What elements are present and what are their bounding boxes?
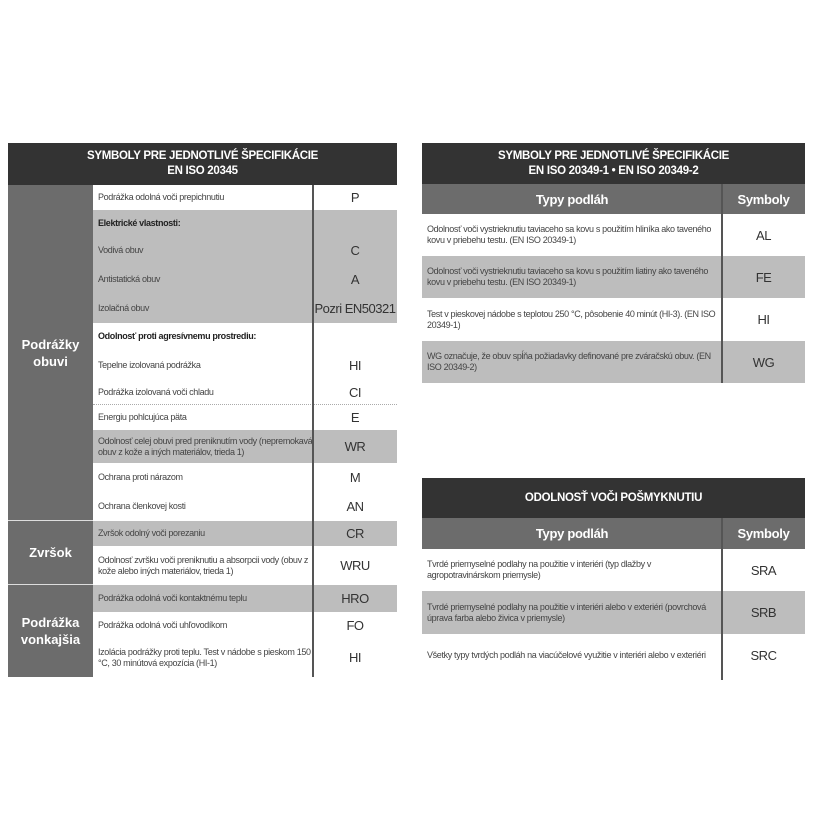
row-symbol: A: [350, 272, 360, 287]
row-description: Odolnosť voči vystrieknutiu taviaceho sa…: [427, 266, 709, 287]
table-row: Tepelne izolovaná podrážka HI: [93, 350, 397, 380]
table-row: WG označuje, že obuv spĺňa požiadavky de…: [422, 341, 805, 383]
row-description: Energiu pohlcujúca päta: [98, 412, 187, 422]
row-symbol: [313, 323, 397, 350]
row-symbol: WRU: [340, 558, 370, 573]
row-symbol: HI: [349, 357, 362, 373]
right-top-divider: [721, 184, 723, 383]
row-symbol: SRB: [750, 605, 777, 620]
row-description: Zvršok odolný voči porezaniu: [98, 528, 205, 538]
row-description: Tvrdé priemyselné podlahy na použitie v …: [427, 559, 652, 580]
row-description: Všetky typy tvrdých podláh na viacúčelov…: [427, 650, 706, 660]
row-symbol: FO: [346, 617, 364, 633]
right-bottom-col-header-symbols: Symboly: [722, 518, 805, 549]
table-row: Tvrdé priemyselné podlahy na použitie v …: [422, 549, 805, 591]
table-row: Podrážka odolná voči kontaktnému teplu HR…: [93, 585, 397, 612]
row-symbol: AL: [756, 227, 771, 243]
table-row: Všetky typy tvrdých podláh na viacúčelov…: [422, 634, 805, 677]
table-row: Podrážka izolovaná voči chladu CI: [93, 380, 397, 405]
row-symbol: HI: [757, 312, 771, 327]
row-description: Podrážka izolovaná voči chladu: [98, 386, 214, 397]
left-table-divider: [312, 185, 314, 677]
table-row: Odolnosť proti agresívnemu prostrediu:: [93, 323, 397, 350]
row-symbol: SRA: [750, 562, 777, 578]
table-row: Ochrana proti nárazom M: [93, 463, 397, 492]
table-row: Izolácia podrážky proti teplu. Test v ná…: [93, 638, 397, 677]
row-description: Podrážka odolná voči uhľovodíkom: [98, 619, 228, 630]
row-description: Ochrana členkovej kosti: [98, 501, 186, 511]
row-description: Test v pieskovej nádobe s teplotou 250 °…: [427, 308, 716, 330]
row-symbol: P: [350, 190, 360, 205]
right-bottom-table-header: ODOLNOSŤ VOČI POŠMYKNUTIU: [422, 478, 805, 518]
table-row: Podrážka odolná voči uhľovodíkom FO: [93, 612, 397, 638]
row-description: Podrážka odolná voči kontaktnému teplu: [98, 593, 247, 603]
table-row: Odolnosť voči vystrieknutiu taviaceho sa…: [422, 214, 805, 256]
category-podrazky-obuvi: Podrážky obuvi: [8, 185, 93, 521]
table-row: Ochrana členkovej kosti AN: [93, 492, 397, 521]
row-symbol: Pozri EN50321: [314, 301, 396, 316]
table-row: Odolnosť celej obuvi pred preniknutím vo…: [93, 430, 397, 463]
row-description: Odolnosť proti agresívnemu prostrediu:: [98, 331, 257, 341]
row-description: Izolačná obuv: [98, 303, 149, 313]
category-zvrsok: Zvršok: [8, 521, 93, 585]
right-top-col-header-symbols: Symboly: [722, 184, 805, 214]
row-description: WG označuje, že obuv spĺňa požiadavky de…: [427, 351, 711, 372]
row-description: Podrážka odolná voči prepichnutiu: [98, 192, 225, 202]
right-bottom-divider: [721, 518, 723, 680]
table-row: Zvršok odolný voči porezaniu CR: [93, 521, 397, 546]
row-symbol: [313, 210, 397, 236]
left-table-header: SYMBOLY PRE JEDNOTLIVÉ ŠPECIFIKÁCIE EN I…: [8, 143, 397, 185]
left-table-title-line1: SYMBOLY PRE JEDNOTLIVÉ ŠPECIFIKÁCIE: [86, 150, 319, 162]
row-description: Odolnosť voči vystrieknutiu taviaceho sa…: [427, 224, 712, 245]
row-description: Odolnosť zvršku voči preniknutiu a absor…: [98, 554, 309, 576]
row-symbol: C: [350, 243, 360, 258]
right-bottom-title: ODOLNOSŤ VOČI POŠMYKNUTIU: [524, 491, 703, 504]
row-symbol: CI: [349, 384, 362, 400]
table-row: Elektrické vlastnosti:: [93, 210, 397, 236]
row-description: Elektrické vlastnosti:: [98, 217, 181, 228]
row-description: Tepelne izolovaná podrážka: [98, 359, 201, 370]
table-row: Test v pieskovej nádobe s teplotou 250 °…: [422, 298, 805, 341]
right-bottom-col-header-types: Typy podláh: [422, 518, 722, 549]
right-top-table-header: SYMBOLY PRE JEDNOTLIVÉ ŠPECIFIKÁCIE EN I…: [422, 143, 805, 184]
row-symbol: CR: [346, 526, 364, 541]
left-table-title-line2: EN ISO 20345: [167, 165, 238, 177]
row-symbol: E: [350, 410, 360, 425]
row-description: Antistatická obuv: [98, 274, 161, 284]
table-row: Vodivá obuv C: [93, 236, 397, 265]
table-row: Energiu pohlcujúca päta E: [93, 405, 397, 430]
table-row: Podrážka odolná voči prepichnutiu P: [93, 185, 397, 210]
row-description: Ochrana proti nárazom: [98, 472, 183, 482]
row-description: Vodivá obuv: [98, 245, 144, 255]
table-row: Odolnosť zvršku voči preniknutiu a absor…: [93, 546, 397, 585]
row-description: Odolnosť celej obuvi pred preniknutím vo…: [98, 435, 313, 457]
row-symbol: M: [349, 470, 361, 485]
right-top-title-line2: EN ISO 20349-1 • EN ISO 20349-2: [528, 164, 699, 177]
row-symbol: AN: [346, 499, 364, 514]
table-row: Odolnosť voči vystrieknutiu taviaceho sa…: [422, 256, 805, 298]
row-description: Tvrdé priemyselné podlahy na použitie v …: [427, 601, 706, 623]
right-top-title-line1: SYMBOLY PRE JEDNOTLIVÉ ŠPECIFIKÁCIE: [497, 149, 730, 162]
category-podrazka-vonkajsia: Podrážka vonkajšia: [8, 585, 93, 677]
row-symbol: WR: [344, 439, 366, 454]
row-symbol: FE: [755, 269, 772, 285]
right-top-col-header-types: Typy podláh: [422, 184, 722, 214]
table-row: Izolačná obuv Pozri EN50321: [93, 294, 397, 323]
row-symbol: HRO: [341, 591, 369, 606]
table-row: Antistatická obuv A: [93, 265, 397, 294]
row-symbol: WG: [752, 354, 775, 370]
row-description: Izolácia podrážky proti teplu. Test v ná…: [98, 646, 311, 668]
row-symbol: SRC: [750, 648, 777, 663]
row-symbol: HI: [349, 650, 362, 665]
table-row: Tvrdé priemyselné podlahy na použitie v …: [422, 591, 805, 634]
